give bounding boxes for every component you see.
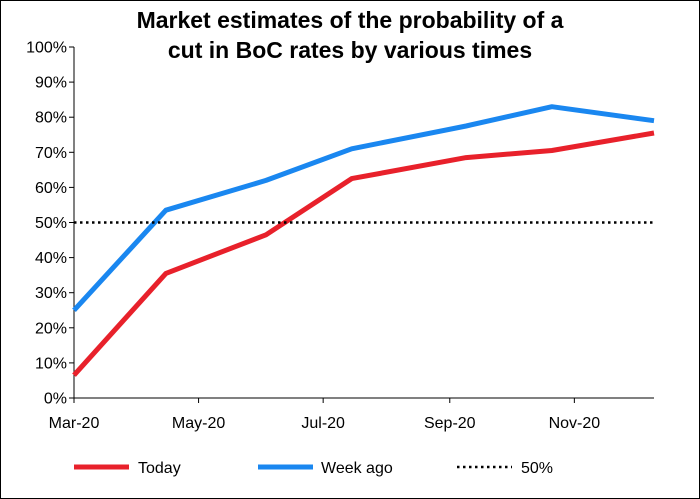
legend-label-3: 50% <box>521 460 553 477</box>
y-tick-label: 30% <box>35 285 67 302</box>
x-tick-label: Mar-20 <box>49 415 100 432</box>
y-tick-label: 50% <box>35 215 67 232</box>
series-line-1 <box>72 130 655 377</box>
x-tick-label: Sep-20 <box>424 415 476 432</box>
series-line-2 <box>72 104 655 312</box>
legend-label-1: Today <box>138 460 181 477</box>
x-tick-label: Jul-20 <box>301 415 345 432</box>
y-tick-label: 0% <box>44 391 67 408</box>
y-tick-label: 70% <box>35 145 67 162</box>
chart-title: Market estimates of the probability of a… <box>1 5 699 65</box>
y-tick-label: 10% <box>35 355 67 372</box>
y-tick-label: 20% <box>35 320 67 337</box>
x-tick-label: May-20 <box>172 415 225 432</box>
chart-title-line-1: Market estimates of the probability of a <box>136 7 564 33</box>
y-tick-label: 40% <box>35 250 67 267</box>
x-tick-label: Nov-20 <box>549 415 601 432</box>
y-tick-label: 60% <box>35 180 67 197</box>
y-tick-label: 100% <box>26 40 67 57</box>
chart-title-line-2: cut in BoC rates by various times <box>167 37 533 63</box>
legend-label-2: Week ago <box>321 460 393 477</box>
y-tick-label: 80% <box>35 110 67 127</box>
y-tick-label: 90% <box>35 75 67 92</box>
